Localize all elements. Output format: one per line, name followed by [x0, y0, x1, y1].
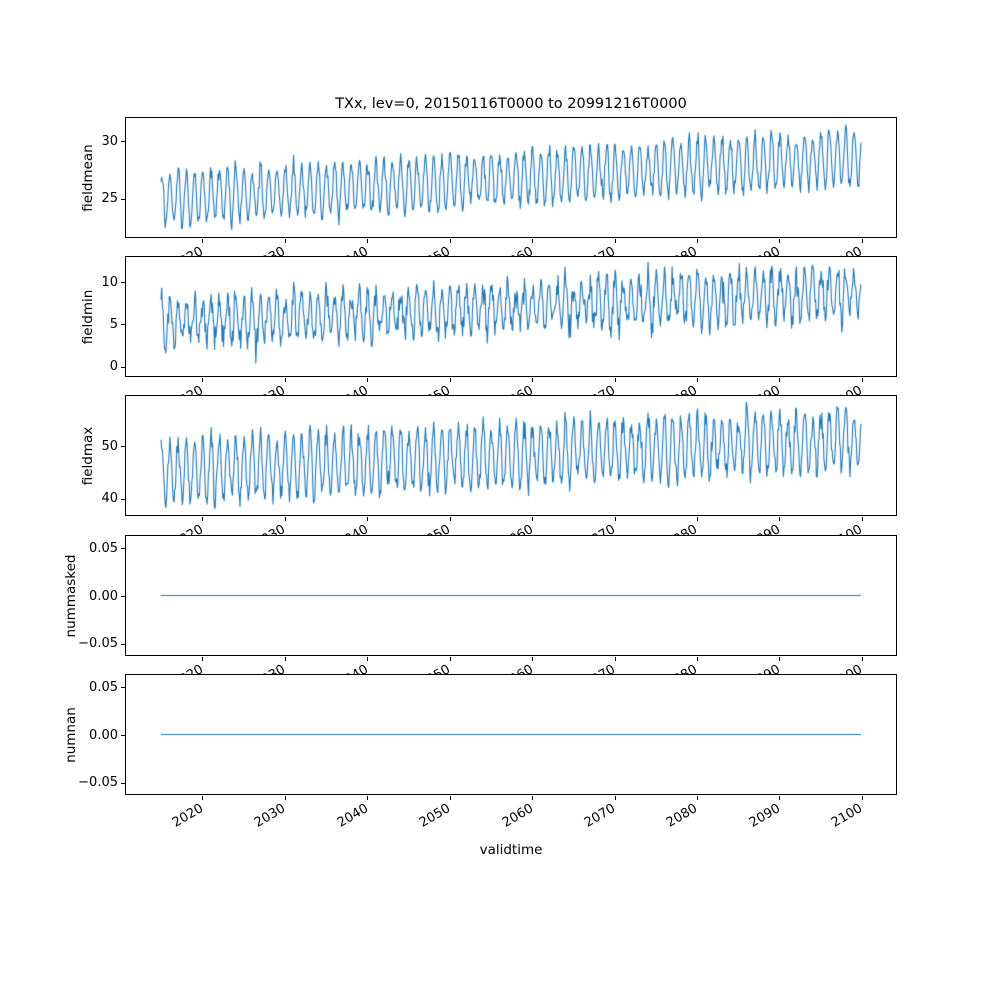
x-tick-mark: [861, 378, 863, 382]
x-tick-mark: [202, 239, 204, 243]
x-tick-label: 2060: [499, 801, 536, 831]
x-tick-mark: [779, 657, 781, 661]
x-tick-mark: [202, 657, 204, 661]
x-tick-mark: [779, 517, 781, 521]
y-tick-label: −0.05: [78, 775, 118, 791]
series-line-numnan: [126, 675, 896, 794]
x-tick-label: 2100: [829, 801, 866, 831]
x-tick-mark: [284, 378, 286, 382]
x-tick-mark: [367, 239, 369, 243]
x-tick-mark: [614, 517, 616, 521]
x-tick-mark: [861, 796, 863, 800]
series-line-nummasked: [126, 536, 896, 655]
x-tick-mark: [696, 239, 698, 243]
x-tick-mark: [449, 657, 451, 661]
x-tick-mark: [696, 657, 698, 661]
x-tick-mark: [202, 796, 204, 800]
x-tick-mark: [614, 239, 616, 243]
x-axis-label: validtime: [479, 842, 543, 858]
y-tick-mark: [121, 596, 125, 597]
y-tick-mark: [121, 366, 125, 368]
x-tick-mark: [202, 517, 204, 521]
y-tick-label: 30: [101, 133, 118, 149]
y-tick-label: 0.00: [89, 588, 118, 604]
y-tick-label: 50: [101, 438, 118, 454]
x-tick-mark: [614, 378, 616, 382]
chart-title: TXx, lev=0, 20150116T0000 to 20991216T00…: [335, 96, 687, 112]
y-tick-label: 0.00: [89, 727, 118, 743]
x-tick-mark: [779, 378, 781, 382]
y-axis-label-fieldmean: fieldmean: [80, 143, 96, 212]
x-tick-label: 2050: [417, 801, 454, 831]
series-line-fieldmax: [126, 396, 896, 515]
subplot-numnan: −0.05 0.00 0.05 2020 2030 2040 2050 2060 2070 208…: [78, 674, 897, 831]
y-axis-label-numnan: numnan: [63, 706, 79, 763]
y-tick-label: 25: [101, 191, 118, 207]
x-tick-label: 2020: [169, 801, 206, 831]
x-tick-mark: [614, 796, 616, 800]
x-tick-mark: [532, 796, 534, 800]
y-tick-label: 0.05: [89, 679, 118, 695]
x-tick-mark: [367, 517, 369, 521]
x-tick-mark: [532, 517, 534, 521]
x-tick-mark: [367, 796, 369, 800]
y-tick-mark: [121, 782, 125, 784]
x-tick-mark: [532, 239, 534, 243]
x-tick-mark: [532, 657, 534, 661]
y-axis-label-nummasked: nummasked: [63, 554, 79, 637]
x-tick-mark: [861, 657, 863, 661]
y-tick-mark: [121, 735, 125, 736]
x-tick-mark: [696, 378, 698, 382]
y-tick-label: −0.05: [78, 636, 118, 652]
x-tick-mark: [614, 657, 616, 661]
subplot-fieldmean: 2530202020302040205020602070208020902100: [101, 117, 897, 274]
x-tick-label: 2030: [252, 801, 289, 831]
x-tick-mark: [449, 239, 451, 243]
y-tick-label: 0: [109, 359, 118, 375]
y-tick-label: 40: [101, 491, 118, 507]
y-tick-mark: [121, 548, 125, 550]
x-tick-mark: [284, 517, 286, 521]
y-tick-mark: [121, 324, 125, 326]
x-tick-mark: [861, 517, 863, 521]
y-tick-mark: [121, 498, 125, 500]
series-line-fieldmean: [126, 118, 896, 237]
y-tick-mark: [121, 198, 125, 200]
y-axis-label-fieldmin: fieldmin: [80, 289, 96, 344]
x-tick-mark: [696, 517, 698, 521]
x-tick-mark: [284, 239, 286, 243]
x-tick-mark: [449, 796, 451, 800]
x-tick-mark: [779, 239, 781, 243]
x-tick-mark: [367, 378, 369, 382]
x-tick-label: 2080: [664, 801, 701, 831]
x-tick-mark: [367, 657, 369, 661]
y-tick-label: 10: [101, 274, 118, 290]
y-tick-mark: [121, 643, 125, 645]
y-tick-mark: [121, 282, 125, 284]
x-tick-label: 2090: [746, 801, 783, 831]
x-tick-mark: [449, 378, 451, 382]
x-tick-mark: [861, 239, 863, 243]
x-tick-mark: [696, 796, 698, 800]
y-tick-label: 0.05: [89, 540, 118, 556]
subplot-fieldmax: 4050202020302040205020602070208020902100: [101, 395, 897, 552]
x-tick-mark: [449, 517, 451, 521]
x-tick-mark: [532, 378, 534, 382]
x-tick-mark: [202, 378, 204, 382]
x-tick-mark: [284, 657, 286, 661]
x-tick-mark: [284, 796, 286, 800]
subplot-nummasked: −0.050.000.05202020302040205020602070208…: [78, 535, 897, 692]
x-tick-label: 2070: [581, 801, 619, 831]
y-axis-label-fieldmax: fieldmax: [80, 426, 96, 485]
y-tick-label: 5: [109, 316, 118, 332]
y-tick-mark: [121, 141, 125, 143]
subplot-fieldmin: 0510202020302040205020602070208020902100: [101, 256, 897, 413]
series-line-fieldmin: [126, 257, 896, 376]
y-tick-mark: [121, 446, 125, 448]
y-tick-mark: [121, 687, 125, 689]
x-tick-mark: [779, 796, 781, 800]
x-tick-label: 2040: [334, 801, 371, 831]
